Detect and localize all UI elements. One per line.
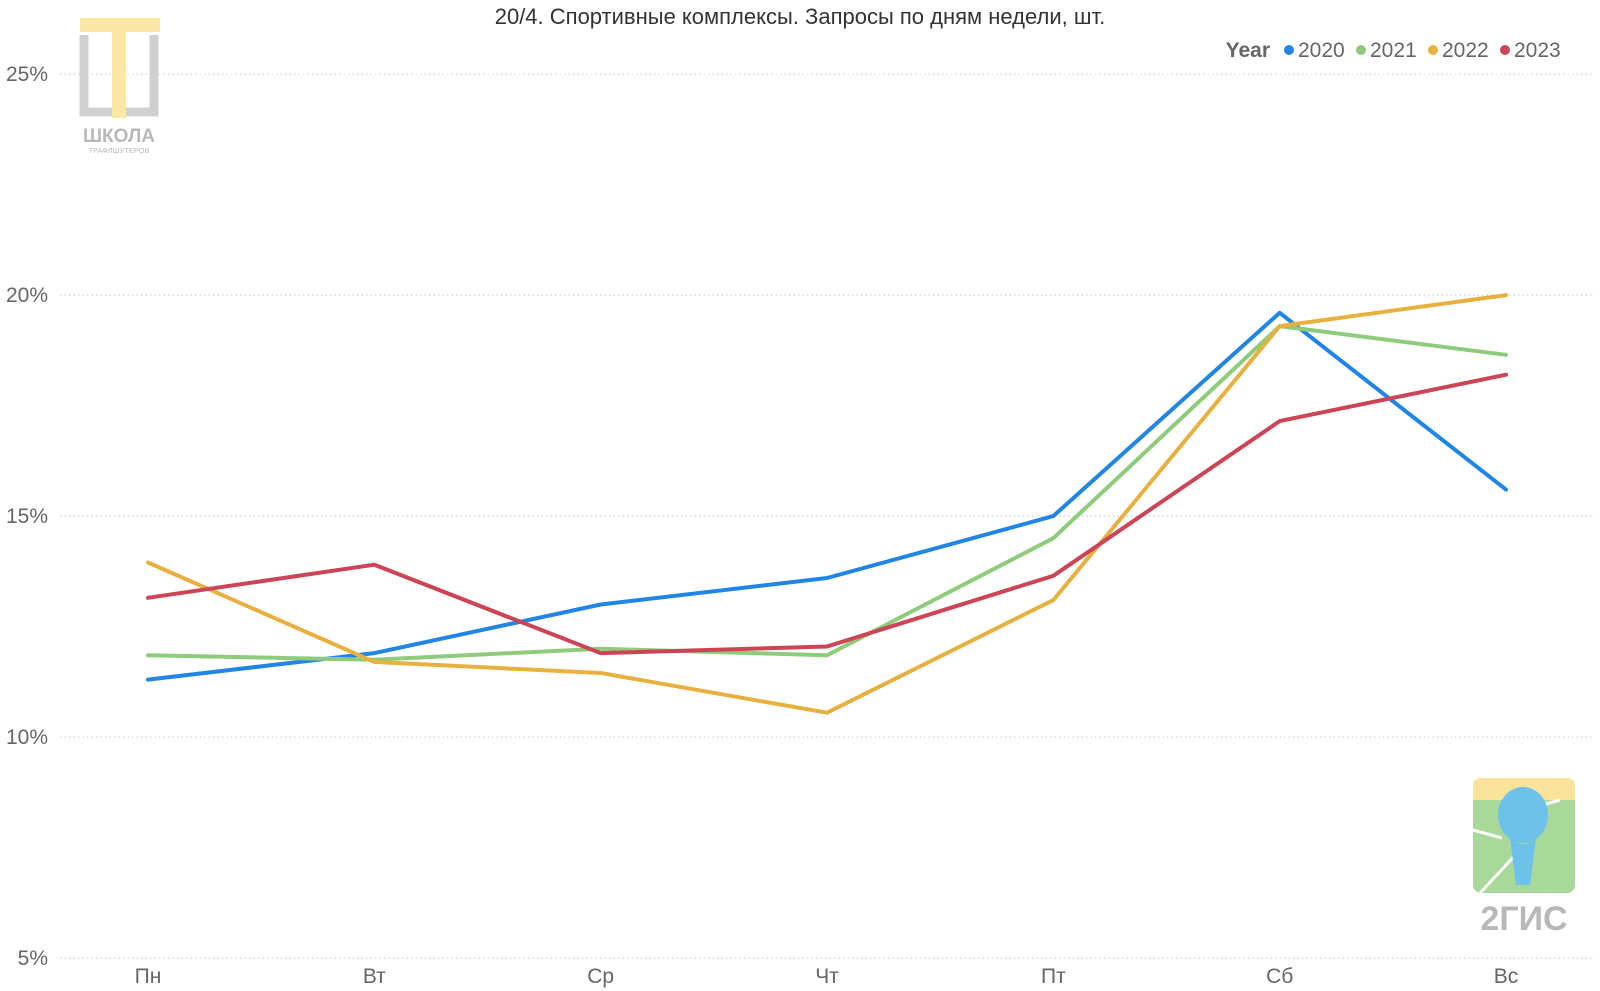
x-tick-label: Ср: [587, 965, 614, 988]
logo-bracket-right: [126, 35, 159, 117]
legend-marker-2022: [1428, 45, 1438, 55]
legend-title: Year: [1226, 39, 1270, 62]
x-tick-label: Пн: [135, 965, 162, 988]
series-line-2022: [146, 293, 1508, 715]
y-tick-label: 15%: [6, 505, 48, 528]
legend-label-2023: 2023: [1514, 39, 1561, 62]
legend-marker-2020: [1284, 45, 1294, 55]
chart-title: 20/4. Спортивные комплексы. Запросы по д…: [495, 4, 1106, 29]
dgis-logo-pin-stem: [1510, 838, 1536, 885]
legend-marker-2021: [1356, 45, 1366, 55]
x-tick-label: Вт: [363, 965, 386, 988]
y-tick-label: 10%: [6, 726, 48, 749]
y-tick-label: 5%: [18, 947, 48, 970]
y-axis-ticks: 5% 10% 15% 20% 25%: [6, 63, 48, 970]
dgis-logo-pin-head: [1498, 787, 1548, 843]
legend-label-2020: 2020: [1298, 39, 1345, 62]
school-logo-name: ШКОЛА: [83, 126, 155, 147]
x-tick-label: Чт: [815, 965, 839, 988]
x-tick-label: Пт: [1041, 965, 1066, 988]
series-line-2023: [146, 372, 1508, 656]
x-axis-ticks: Пн Вт Ср Чт Пт Сб Вс: [135, 965, 1519, 988]
school-logo: ШКОЛА ТРАФЛШУТЕРОВ: [79, 18, 160, 155]
gridlines: [60, 73, 1595, 959]
dgis-logo: 2ГИС: [1472, 778, 1575, 938]
series-line-2020: [146, 310, 1508, 682]
x-tick-label: Сб: [1266, 965, 1293, 988]
legend-marker-2023: [1500, 45, 1510, 55]
logo-bracket-left: [79, 35, 112, 117]
legend: Year 2020 2021 2022 2023: [1226, 39, 1561, 62]
dgis-logo-name: 2ГИС: [1480, 900, 1567, 938]
y-tick-label: 25%: [6, 63, 48, 86]
school-logo-sub: ТРАФЛШУТЕРОВ: [88, 146, 149, 155]
legend-label-2021: 2021: [1370, 39, 1417, 62]
series-lines: [146, 293, 1508, 715]
series-line-2021: [146, 324, 1508, 662]
y-tick-label: 20%: [6, 284, 48, 307]
x-tick-label: Вс: [1494, 965, 1519, 988]
logo-bar-stem: [112, 18, 126, 118]
legend-label-2022: 2022: [1442, 39, 1489, 62]
